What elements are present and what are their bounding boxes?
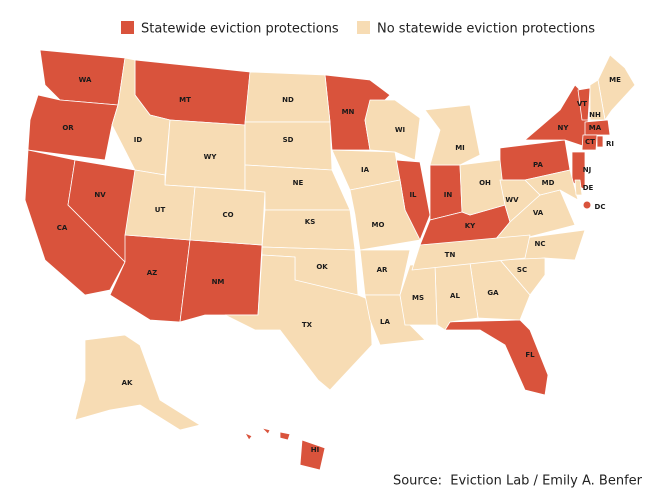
state-label: RI [606, 140, 614, 148]
state-shape [74, 334, 201, 431]
state-label: NM [212, 278, 225, 286]
legend-swatch [357, 21, 370, 34]
legend-label: No statewide eviction protections [377, 22, 595, 37]
state-label: UT [155, 206, 166, 214]
source: Source: Eviction Lab / Emily A. Benfer [393, 474, 643, 489]
state-label: AL [450, 292, 460, 300]
state-label: AZ [147, 269, 158, 277]
state-label: WA [79, 76, 92, 84]
state-label: WI [395, 126, 405, 134]
state-label: ME [609, 76, 621, 84]
state-label: MI [455, 144, 465, 152]
state-label: MN [342, 108, 355, 116]
state-shape [584, 119, 611, 136]
state-dot [583, 201, 591, 209]
state-label: SC [517, 266, 527, 274]
state-label: AK [122, 379, 133, 387]
state-label: FL [525, 351, 535, 359]
state-label: VA [533, 209, 544, 217]
state-shape [364, 99, 421, 161]
state-shape [577, 87, 591, 121]
state-label: SD [283, 136, 294, 144]
state-label: HI [311, 446, 319, 454]
legend-swatch [121, 21, 134, 34]
state-label: ID [134, 136, 143, 144]
state-label: NE [293, 179, 304, 187]
state-shape [261, 427, 271, 435]
state-label: MS [412, 294, 424, 302]
state-label: PA [533, 161, 543, 169]
state-shape [524, 84, 596, 151]
state-shape [261, 209, 356, 251]
state-label: DE [583, 184, 594, 192]
state-shape [459, 159, 506, 216]
state-label: IL [409, 191, 417, 199]
state-shape [444, 319, 549, 396]
state-label: VT [577, 100, 587, 108]
state-shape [589, 79, 606, 121]
state-label: NJ [583, 166, 591, 174]
state-shape [244, 432, 253, 441]
state-label: CA [57, 224, 68, 232]
state-label: NY [558, 124, 570, 132]
state-label: MD [542, 179, 555, 187]
state-shape [411, 234, 531, 271]
state-label: IN [444, 191, 453, 199]
state-label: TN [445, 251, 456, 259]
state-label: DC [595, 203, 606, 211]
state-label: MT [179, 96, 191, 104]
state-shape [224, 254, 373, 391]
state-label: CT [585, 138, 595, 146]
state-shape [581, 134, 598, 151]
state-shape [574, 179, 583, 196]
state-label: CO [222, 211, 233, 219]
state-label: MO [372, 221, 385, 229]
state-label: NV [94, 191, 106, 199]
state-label: OK [316, 263, 328, 271]
state-label: LA [380, 318, 390, 326]
state-shape [424, 104, 481, 166]
state-label: NH [589, 111, 601, 119]
legend-label: Statewide eviction protections [141, 22, 339, 37]
state-label: MA [589, 124, 602, 132]
state-shape [524, 169, 579, 201]
state-shape [244, 121, 333, 171]
state-label: NC [535, 240, 546, 248]
state-label: KY [465, 222, 476, 230]
state-shape [27, 94, 119, 161]
states [24, 49, 636, 471]
state-label: ND [282, 96, 294, 104]
state-shape [279, 431, 291, 441]
state-shape [349, 179, 421, 251]
state-label: OH [479, 179, 491, 187]
state-label: WY [204, 153, 218, 161]
state-label: OR [62, 124, 74, 132]
state-label: WV [505, 196, 519, 204]
state-label: TX [302, 321, 313, 329]
labels: WA OR CA NV AZ NM MT MN IL IN KY PA NY VT MA CT RI NJ DC FL… [57, 76, 621, 454]
state-label: IA [361, 166, 370, 174]
state-shape [596, 135, 604, 148]
state-label: KS [305, 218, 315, 226]
state-label: GA [487, 289, 499, 297]
state-shape [299, 439, 326, 471]
state-label: AR [377, 266, 388, 274]
